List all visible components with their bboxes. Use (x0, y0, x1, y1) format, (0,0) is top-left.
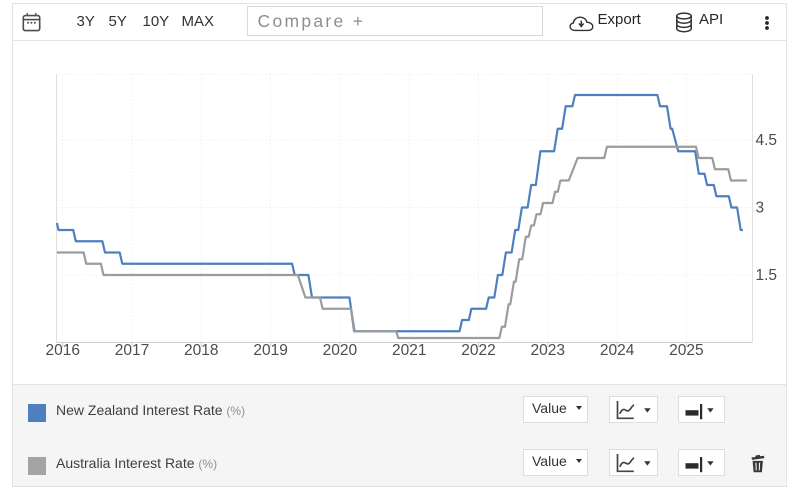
svg-text:2024: 2024 (600, 342, 635, 359)
svg-text:2018: 2018 (184, 342, 218, 359)
svg-text:2016: 2016 (45, 342, 79, 359)
svg-text:2023: 2023 (531, 342, 565, 359)
svg-text:2019: 2019 (253, 342, 287, 359)
svg-text:2020: 2020 (323, 342, 358, 359)
svg-text:2017: 2017 (115, 342, 149, 359)
svg-text:2021: 2021 (392, 342, 426, 359)
svg-text:4.5: 4.5 (756, 132, 778, 149)
svg-text:1.5: 1.5 (756, 267, 778, 284)
svg-text:2022: 2022 (461, 342, 495, 359)
svg-text:2025: 2025 (669, 342, 703, 359)
svg-text:3: 3 (756, 199, 765, 216)
